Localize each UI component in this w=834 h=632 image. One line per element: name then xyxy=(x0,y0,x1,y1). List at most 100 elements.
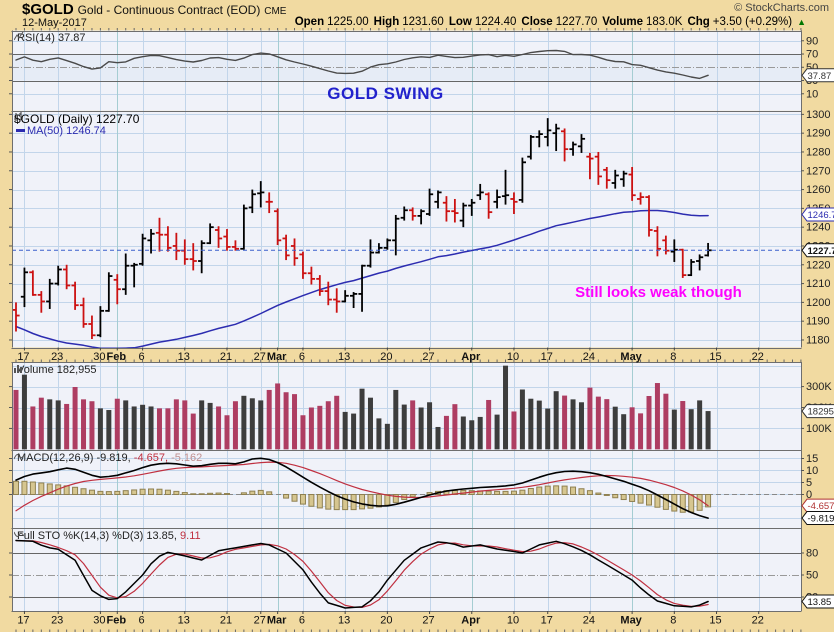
ohlc-bar xyxy=(113,274,121,305)
volume-panel-label: Volume 182,955 xyxy=(14,364,97,376)
ohlc-bar xyxy=(586,152,594,180)
ohlc-bar xyxy=(696,254,704,271)
svg-text:6: 6 xyxy=(299,615,305,627)
ohlc-bar xyxy=(366,239,375,268)
svg-text:22: 22 xyxy=(752,351,764,363)
svg-text:22: 22 xyxy=(752,615,764,627)
ohlc-bar xyxy=(316,275,324,296)
ohlc-bar xyxy=(147,229,155,254)
annotation-still-weak: Still looks weak though xyxy=(575,284,742,301)
ohlc-bar xyxy=(501,169,510,205)
svg-text:30: 30 xyxy=(93,351,105,363)
volume-bars xyxy=(13,365,711,450)
ohlc-bar xyxy=(459,202,467,228)
security-name: Gold - Continuous Contract (EOD) xyxy=(77,3,261,17)
ohlc-bar xyxy=(46,278,54,309)
svg-text:Feb: Feb xyxy=(106,615,126,627)
ohlc-bar xyxy=(442,196,451,222)
ohlc-bar xyxy=(400,206,408,221)
ohlc-bar xyxy=(63,264,71,290)
quote-label-high: High xyxy=(373,16,400,28)
ohlc-bar xyxy=(105,272,113,312)
svg-text:1200: 1200 xyxy=(806,297,830,309)
svg-text:1190: 1190 xyxy=(806,316,830,328)
change-up-arrow-icon: ▲ xyxy=(797,17,806,27)
ohlc-bar xyxy=(198,240,206,274)
svg-text:6: 6 xyxy=(139,351,145,363)
ohlc-bar xyxy=(155,217,164,252)
svg-text:May: May xyxy=(620,351,642,363)
svg-text:1180: 1180 xyxy=(806,334,830,346)
ohlc-bar xyxy=(341,290,349,303)
ticker-symbol: $GOLD xyxy=(22,1,74,18)
svg-text:10: 10 xyxy=(507,615,519,627)
rsi-panel-label: RSI(14) 37.87 xyxy=(14,32,85,44)
quote-label-chg: Chg xyxy=(687,16,710,28)
copyright: © StockCharts.com xyxy=(734,2,829,14)
svg-text:90: 90 xyxy=(806,35,818,47)
ohlc-bar xyxy=(451,198,459,223)
svg-text:8: 8 xyxy=(670,351,676,363)
panel-borders xyxy=(11,30,802,612)
svg-text:May: May xyxy=(620,615,642,627)
svg-text:17: 17 xyxy=(17,351,29,363)
svg-text:1290: 1290 xyxy=(806,128,830,140)
ohlc-bar xyxy=(392,214,400,256)
ohlc-bar xyxy=(290,238,299,266)
ohlc-bar xyxy=(544,118,552,147)
svg-text:0: 0 xyxy=(806,489,812,501)
quote-label-close: Close xyxy=(521,16,553,28)
ohlc-bar xyxy=(122,253,130,295)
quote-label-low: Low xyxy=(448,16,472,28)
svg-text:100K: 100K xyxy=(806,423,832,435)
ohlc-bar xyxy=(333,288,341,313)
svg-text:70: 70 xyxy=(806,49,818,61)
svg-text:13.85: 13.85 xyxy=(808,597,832,608)
ohlc-bar xyxy=(248,189,256,214)
ohlc-bar xyxy=(29,270,37,296)
ohlc-bar xyxy=(240,204,248,250)
svg-text:15: 15 xyxy=(709,615,721,627)
svg-text:Mar: Mar xyxy=(267,615,287,627)
svg-text:10: 10 xyxy=(806,88,818,100)
svg-text:6: 6 xyxy=(139,615,145,627)
ohlc-bar xyxy=(299,251,307,279)
ohlc-bar xyxy=(434,190,442,209)
ohlc-bar xyxy=(577,134,586,153)
ohlc-bar xyxy=(468,198,476,216)
svg-text:80: 80 xyxy=(806,548,818,560)
edge-ticks xyxy=(9,40,804,598)
ma-line-swatch xyxy=(16,129,25,132)
svg-text:20: 20 xyxy=(380,351,392,363)
svg-text:17: 17 xyxy=(541,351,553,363)
ohlc-bar xyxy=(214,226,223,248)
ohlc-bar xyxy=(265,192,273,214)
svg-text:13: 13 xyxy=(338,351,350,363)
svg-text:27: 27 xyxy=(422,615,434,627)
svg-text:15: 15 xyxy=(709,351,721,363)
svg-text:1246.7: 1246.7 xyxy=(808,210,834,221)
rsi-line xyxy=(15,49,709,80)
svg-text:27: 27 xyxy=(254,351,266,363)
svg-text:Mar: Mar xyxy=(267,351,287,363)
price-panel-label: $GOLD (Daily) 1227.70 xyxy=(14,112,140,126)
svg-text:1210: 1210 xyxy=(806,278,830,290)
ohlc-bar xyxy=(139,233,147,266)
ohlc-bar xyxy=(37,291,45,313)
svg-text:Apr: Apr xyxy=(461,351,481,363)
svg-text:Feb: Feb xyxy=(106,351,126,363)
ohlc-bar xyxy=(679,248,687,278)
svg-text:1240: 1240 xyxy=(806,222,830,234)
axis-callouts: 37.87 1246.7 1227.7 182955 -4.657 -9.819 13.85 xyxy=(801,68,834,609)
ohlc-bar xyxy=(603,167,611,189)
chart-header: $GOLD Gold - Continuous Contract (EOD) C… xyxy=(22,1,286,18)
ohlc-bar xyxy=(670,239,678,262)
svg-text:-9.819: -9.819 xyxy=(808,514,834,525)
ohlc-bar xyxy=(206,223,214,245)
quote-label-open: Open xyxy=(294,16,325,28)
ohlc-bar xyxy=(594,151,602,185)
macd-line xyxy=(15,457,709,519)
quote-value-open: 1225.00 xyxy=(327,16,369,28)
price-bars xyxy=(12,118,712,340)
